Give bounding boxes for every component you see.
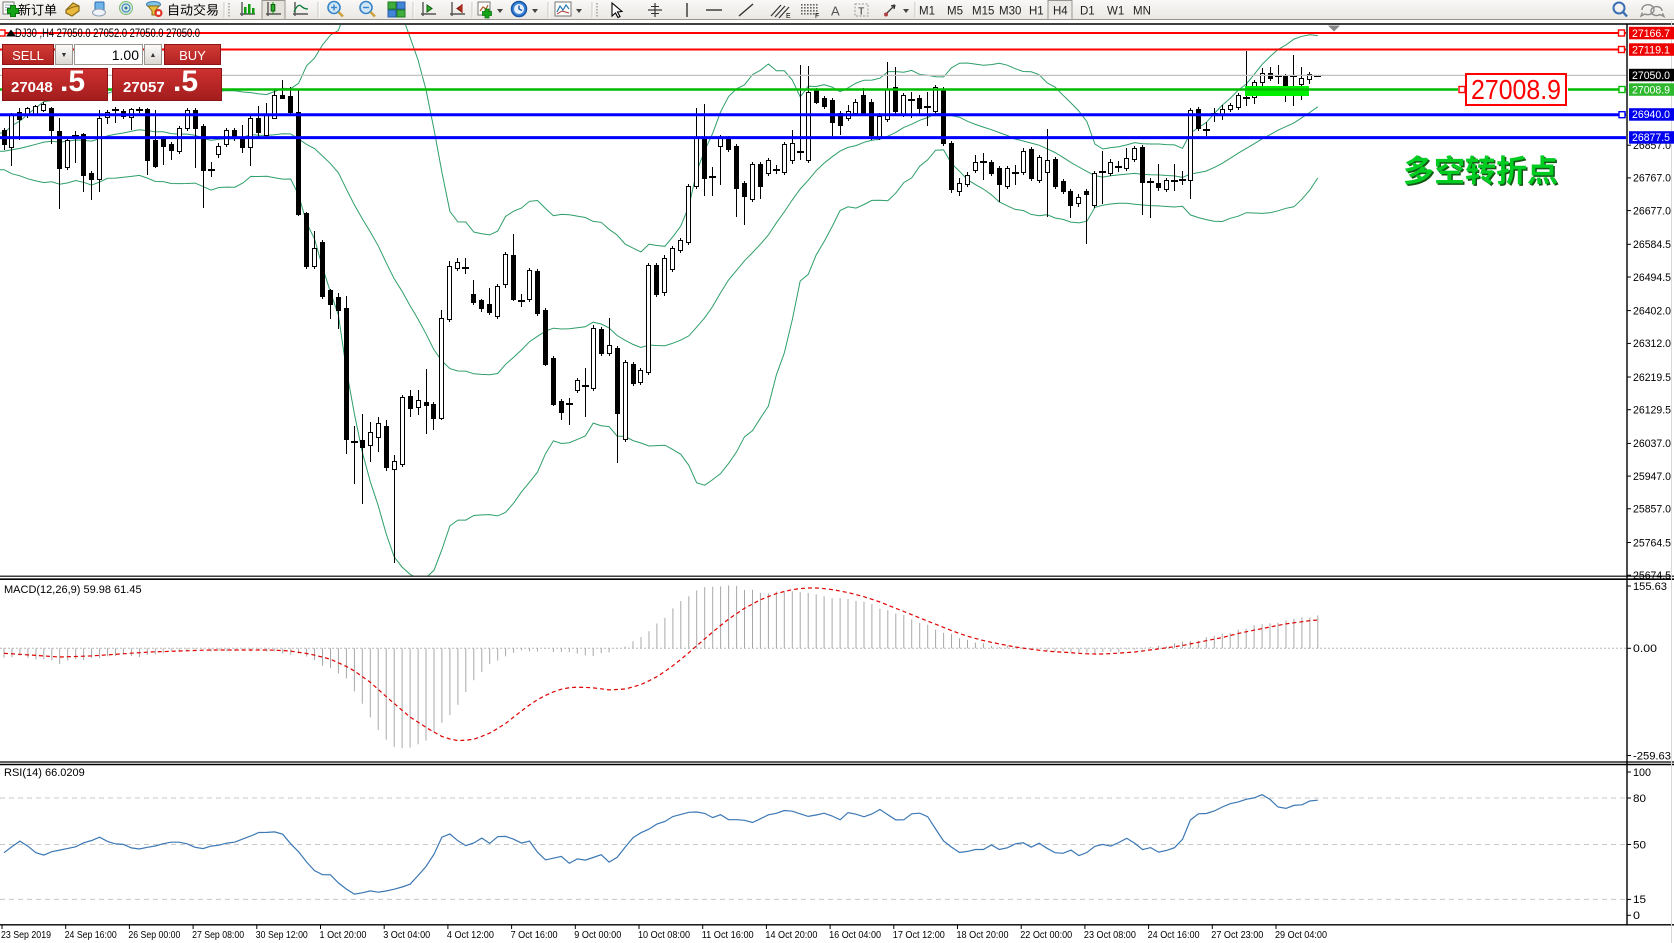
svg-text:A: A [831,4,840,19]
svg-text:25857.0: 25857.0 [1633,504,1671,516]
svg-text:-259.63: -259.63 [1633,750,1671,762]
svg-text:H4: H4 [1053,6,1068,18]
svg-text:E: E [786,13,791,20]
svg-text:14 Oct 20:00: 14 Oct 20:00 [765,929,817,941]
svg-text:RSI(14) 66.0209: RSI(14) 66.0209 [4,767,85,779]
svg-text:M5: M5 [947,6,963,18]
svg-text:22 Oct 00:00: 22 Oct 00:00 [1020,929,1072,941]
svg-text:18 Oct 20:00: 18 Oct 20:00 [957,929,1009,941]
svg-text:15: 15 [1633,894,1646,906]
svg-text:M30: M30 [999,6,1021,18]
svg-text:26584.5: 26584.5 [1633,239,1671,251]
svg-text:M15: M15 [972,6,994,18]
svg-text:27050.0: 27050.0 [1632,70,1670,82]
svg-text:M1: M1 [919,6,935,18]
svg-text:H1: H1 [1029,6,1044,18]
svg-text:155.63: 155.63 [1633,581,1667,593]
svg-text:26767.0: 26767.0 [1633,173,1671,185]
svg-text:3 Oct 04:00: 3 Oct 04:00 [383,929,430,941]
svg-text:26940.0: 26940.0 [1632,109,1670,121]
svg-text:7 Oct 16:00: 7 Oct 16:00 [511,929,558,941]
svg-text:23 Oct 08:00: 23 Oct 08:00 [1084,929,1136,941]
svg-text:29 Oct 04:00: 29 Oct 04:00 [1275,929,1327,941]
svg-text:10 Oct 08:00: 10 Oct 08:00 [638,929,690,941]
svg-text:F: F [815,13,819,20]
svg-text:23 Sep 2019: 23 Sep 2019 [1,929,51,941]
svg-text:16 Oct 04:00: 16 Oct 04:00 [829,929,881,941]
svg-text:T: T [858,6,865,18]
svg-text:27008.9: 27008.9 [1471,74,1561,105]
svg-text:100: 100 [1633,767,1651,779]
svg-text:26877.5: 26877.5 [1632,132,1670,144]
svg-text:26219.5: 26219.5 [1633,372,1671,384]
svg-text:25947.0: 25947.0 [1633,471,1671,483]
svg-text:DJ30 ,H4 27050.0 27052.0 2705: DJ30 ,H4 27050.0 27052.0 27050.0 27050.0 [15,28,200,40]
svg-text:0.00: 0.00 [1633,643,1657,655]
svg-text:30 Sep 12:00: 30 Sep 12:00 [256,929,308,941]
svg-text:0: 0 [1633,910,1640,922]
svg-text:W1: W1 [1107,6,1124,18]
svg-text:9 Oct 00:00: 9 Oct 00:00 [574,929,621,941]
svg-text:1 Oct 20:00: 1 Oct 20:00 [320,929,367,941]
svg-text:27 Oct 23:00: 27 Oct 23:00 [1211,929,1263,941]
svg-text:26037.0: 26037.0 [1633,438,1671,450]
svg-text:26312.0: 26312.0 [1633,338,1671,350]
svg-text:17 Oct 12:00: 17 Oct 12:00 [893,929,945,941]
svg-text:26402.0: 26402.0 [1633,305,1671,317]
svg-text:50: 50 [1633,839,1646,851]
svg-text:26129.5: 26129.5 [1633,405,1671,417]
svg-text:27 Sep 08:00: 27 Sep 08:00 [192,929,244,941]
svg-text:80: 80 [1633,793,1646,805]
svg-text:26 Sep 00:00: 26 Sep 00:00 [128,929,180,941]
svg-text:D1: D1 [1080,6,1095,18]
svg-text:24 Oct 16:00: 24 Oct 16:00 [1148,929,1200,941]
svg-text:26677.0: 26677.0 [1633,205,1671,217]
svg-text:25674.5: 25674.5 [1633,570,1671,582]
svg-text:26494.5: 26494.5 [1633,272,1671,284]
svg-text:MACD(12,26,9) 59.98 61.45: MACD(12,26,9) 59.98 61.45 [4,584,142,596]
svg-text:25764.5: 25764.5 [1633,537,1671,549]
svg-text:11 Oct 16:00: 11 Oct 16:00 [702,929,754,941]
svg-text:27052.2: 27052.2 [1632,82,1670,94]
svg-text:24 Sep 16:00: 24 Sep 16:00 [65,929,117,941]
svg-text:4 Oct 12:00: 4 Oct 12:00 [447,929,494,941]
svg-text:27119.1: 27119.1 [1632,44,1670,56]
svg-text:27166.7: 27166.7 [1632,28,1670,40]
svg-text:27008.9: 27008.9 [1632,84,1670,96]
svg-text:MN: MN [1133,6,1151,18]
